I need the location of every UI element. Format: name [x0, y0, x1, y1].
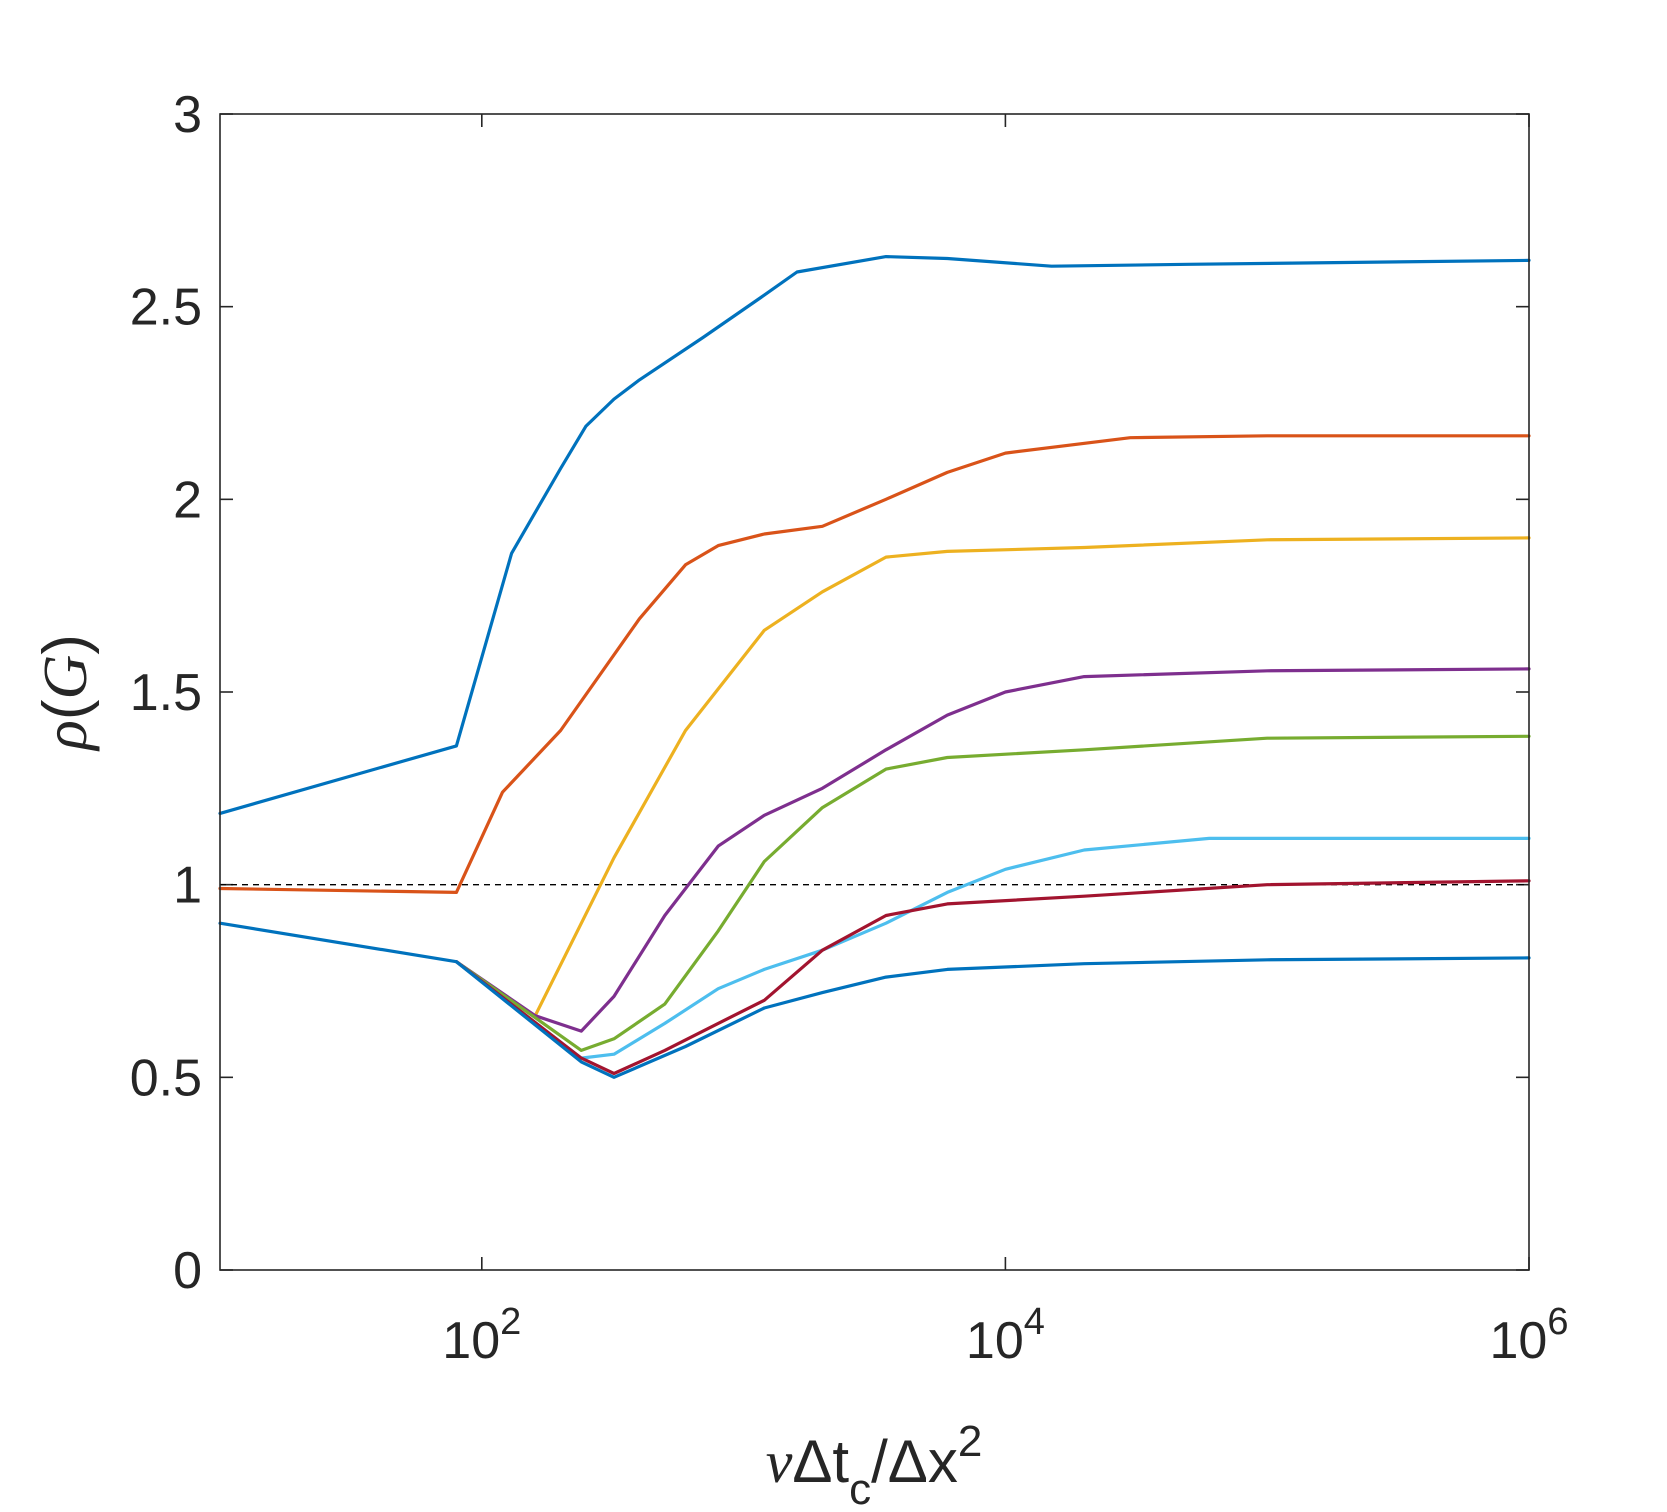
x-axis-title-superscript: 2 [958, 1417, 982, 1466]
y-tick-labels: 0 0.5 1 1.5 2 2.5 3 [130, 86, 202, 1300]
x-tick-label-base: 10 [966, 1312, 1024, 1370]
x-tick-label: 104 [966, 1301, 1045, 1370]
y-tick-label: 2 [173, 471, 202, 529]
plot-area [220, 114, 1529, 1270]
x-tick-label-base: 10 [442, 1312, 500, 1370]
y-axis-title-open-paren: ( [31, 699, 100, 720]
x-tick-label-exponent: 6 [1547, 1301, 1568, 1343]
x-tick-label-exponent: 2 [500, 1301, 521, 1343]
x-tick-label: 106 [1490, 1301, 1569, 1370]
series-line-5 [454, 734, 1531, 1052]
series-line-1 [218, 255, 1531, 815]
series-line-2 [218, 434, 1531, 894]
series-layer [218, 255, 1531, 1079]
x-axis-title-subscript: c [849, 1465, 871, 1512]
x-tick-label-exponent: 4 [1024, 1301, 1045, 1343]
x-tick-labels: 102 104 106 [442, 1301, 1568, 1370]
series-line-8 [218, 921, 1531, 1079]
plot-frame [219, 113, 1530, 1271]
y-tick-label: 3 [173, 86, 202, 144]
y-axis-title-rho: ρ [32, 720, 100, 752]
y-axis-title: ρ(G) [31, 634, 100, 752]
y-tick-label: 1 [173, 857, 202, 915]
series-line-4 [454, 667, 1531, 1033]
y-tick-label: 0.5 [130, 1049, 202, 1107]
series-line-7 [454, 879, 1531, 1076]
x-tick-label-base: 10 [1490, 1312, 1548, 1370]
x-axis-title-nu: ν [766, 1429, 793, 1495]
x-axis-title-slash-delta-x: /Δx [871, 1428, 958, 1495]
x-axis-title-delta-t: Δt [792, 1428, 849, 1495]
y-tick-label: 0 [173, 1242, 202, 1300]
series-line-3 [533, 536, 1531, 1018]
x-tick-label: 102 [442, 1301, 521, 1370]
y-tick-label: 1.5 [130, 664, 202, 722]
x-axis-title: νΔtc/Δx2 [766, 1417, 983, 1512]
y-axis-title-close-paren: ) [31, 634, 100, 655]
y-tick-label: 2.5 [130, 279, 202, 337]
y-axis-title-g: G [32, 655, 100, 700]
